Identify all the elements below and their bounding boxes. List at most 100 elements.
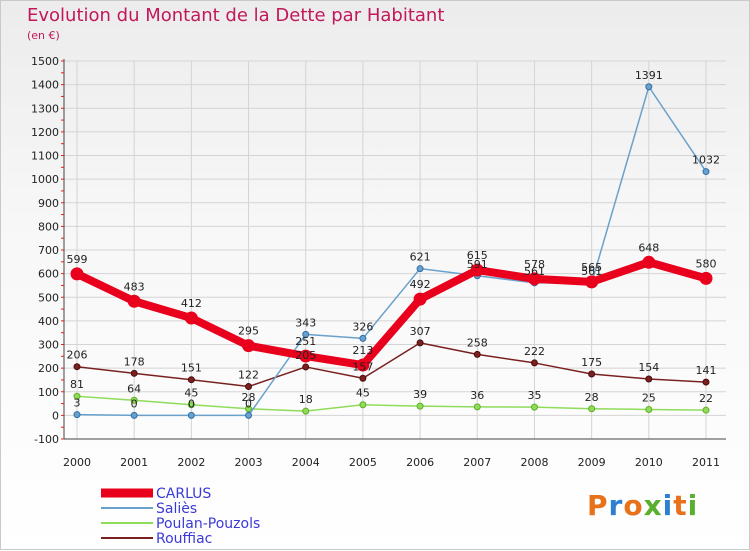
legend-label-sali-s: Saliès [156, 501, 197, 517]
data-point-rouffiac [416, 339, 424, 347]
data-point-rouffiac [359, 374, 367, 382]
data-point-sali-s [416, 265, 424, 273]
y-tick-label: 0 [52, 409, 59, 422]
data-point-rouffiac [645, 375, 653, 383]
data-label-poulan-pouzols: 36 [470, 389, 484, 402]
data-label-carlus: 615 [467, 249, 488, 262]
data-point-carlus [642, 255, 656, 269]
data-label-carlus: 578 [524, 258, 545, 271]
data-point-rouffiac [187, 376, 195, 384]
data-point-carlus [242, 339, 256, 353]
data-label-carlus: 492 [410, 278, 431, 291]
x-tick-label: 2004 [292, 456, 320, 469]
data-point-rouffiac [245, 383, 253, 391]
data-label-sali-s: 343 [295, 316, 316, 329]
x-tick-label: 2010 [635, 456, 663, 469]
data-label-sali-s: 621 [410, 251, 431, 264]
data-point-sali-s [73, 411, 81, 419]
data-label-sali-s: 1391 [635, 69, 663, 82]
logo-letter: i [662, 489, 674, 522]
data-point-poulan-pouzols [245, 405, 253, 413]
data-point-poulan-pouzols [302, 407, 310, 415]
y-tick-label: 1100 [31, 150, 59, 163]
data-point-rouffiac [588, 370, 596, 378]
data-label-carlus: 213 [352, 344, 373, 357]
data-label-poulan-pouzols: 28 [585, 391, 599, 404]
data-point-poulan-pouzols [530, 403, 538, 411]
y-tick-label: 1500 [31, 55, 59, 68]
data-point-poulan-pouzols [187, 401, 195, 409]
logo-letter: P [587, 489, 609, 522]
data-point-poulan-pouzols [588, 405, 596, 413]
legend-label-rouffiac: Rouffiac [156, 531, 212, 547]
data-point-carlus [699, 271, 713, 285]
y-tick-label: 200 [38, 362, 59, 375]
data-label-poulan-pouzols: 64 [127, 382, 141, 395]
data-point-poulan-pouzols [645, 405, 653, 413]
data-point-carlus [299, 349, 313, 363]
data-point-carlus [527, 272, 541, 286]
data-point-sali-s [645, 83, 653, 91]
data-point-sali-s [245, 411, 253, 419]
x-tick-label: 2003 [235, 456, 263, 469]
x-tick-label: 2006 [406, 456, 434, 469]
data-label-carlus: 580 [696, 257, 717, 270]
series-line-sali-s [76, 86, 707, 417]
data-label-rouffiac: 222 [524, 345, 545, 358]
data-point-poulan-pouzols [473, 403, 481, 411]
x-tick-label: 2005 [349, 456, 377, 469]
y-tick-label: 700 [38, 244, 59, 257]
data-label-carlus: 295 [238, 325, 259, 338]
data-label-carlus: 251 [295, 335, 316, 348]
data-point-sali-s [187, 411, 195, 419]
data-point-carlus [184, 311, 198, 325]
data-point-rouffiac [130, 369, 138, 377]
data-point-poulan-pouzols [359, 401, 367, 409]
data-point-poulan-pouzols [73, 392, 81, 400]
x-tick-label: 2000 [63, 456, 91, 469]
data-point-poulan-pouzols [130, 396, 138, 404]
data-point-rouffiac [73, 363, 81, 371]
data-point-rouffiac [530, 359, 538, 367]
data-label-sali-s: 591 [467, 258, 488, 271]
data-label-rouffiac: 157 [352, 360, 373, 373]
chart-subtitle: (en €) [27, 29, 60, 42]
data-label-poulan-pouzols: 35 [527, 389, 541, 402]
data-label-rouffiac: 205 [295, 349, 316, 362]
data-label-sali-s: 0 [245, 397, 252, 410]
data-point-sali-s [359, 334, 367, 342]
data-label-rouffiac: 154 [638, 361, 659, 374]
x-tick-label: 2001 [120, 456, 148, 469]
logo-letter: i [687, 489, 699, 522]
data-label-carlus: 565 [581, 261, 602, 274]
y-tick-label: 400 [38, 315, 59, 328]
logo-letter: o [623, 489, 644, 522]
data-label-poulan-pouzols: 28 [242, 391, 256, 404]
data-label-sali-s: 0 [131, 397, 138, 410]
data-label-sali-s: 1032 [692, 154, 720, 167]
data-label-sali-s: 0 [188, 397, 195, 410]
series-line-poulan-pouzols [76, 395, 707, 412]
data-label-poulan-pouzols: 45 [356, 387, 370, 400]
y-tick-label: 600 [38, 268, 59, 281]
data-label-carlus: 412 [181, 297, 202, 310]
data-label-sali-s: 3 [74, 397, 81, 410]
data-label-carlus: 599 [67, 253, 88, 266]
data-point-poulan-pouzols [702, 406, 710, 414]
logo-letter: r [608, 489, 624, 522]
y-tick-label: 300 [38, 339, 59, 352]
x-tick-label: 2007 [463, 456, 491, 469]
y-tick-label: -100 [34, 433, 59, 446]
data-point-sali-s [130, 411, 138, 419]
proxiti-logo: Proxiti [587, 489, 698, 522]
data-point-rouffiac [702, 378, 710, 386]
data-label-rouffiac: 178 [124, 355, 145, 368]
data-point-sali-s [702, 168, 710, 176]
logo-letter: t [673, 489, 688, 522]
data-label-rouffiac: 258 [467, 336, 488, 349]
data-point-poulan-pouzols [416, 402, 424, 410]
y-tick-label: 500 [38, 291, 59, 304]
data-label-rouffiac: 151 [181, 362, 202, 375]
